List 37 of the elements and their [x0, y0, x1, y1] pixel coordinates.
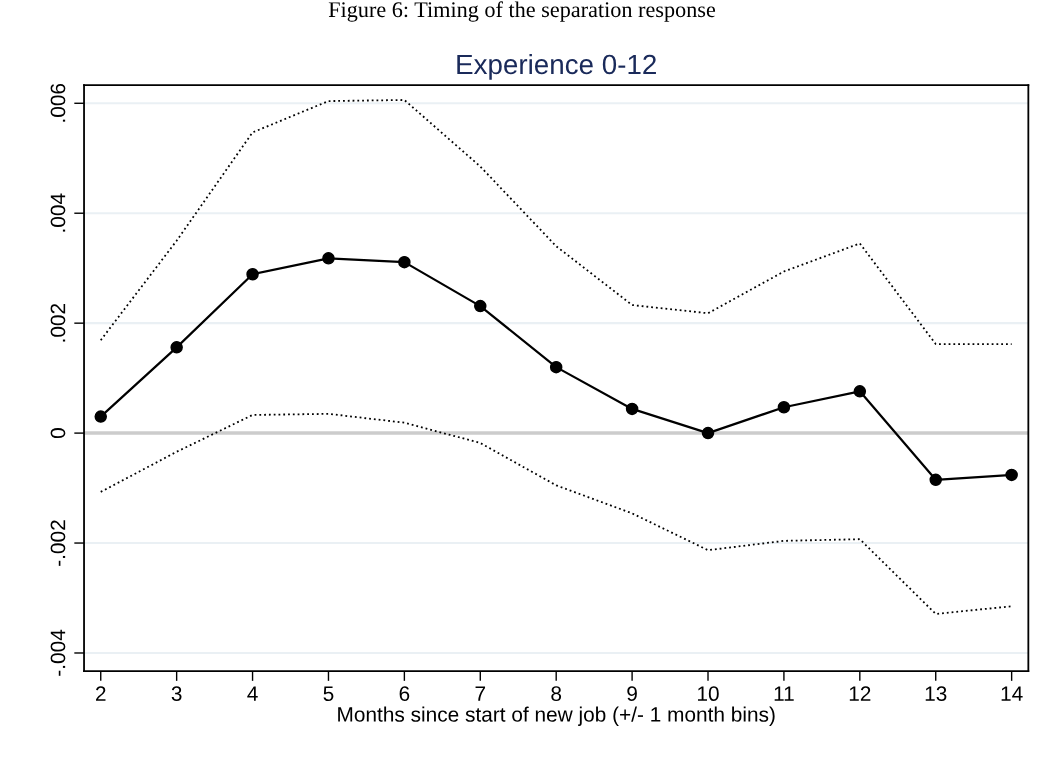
x-tick-label: 7	[475, 686, 486, 701]
x-tick-label: 9	[627, 686, 637, 702]
point	[625, 402, 639, 416]
x-tick-label: 5	[323, 686, 334, 702]
line-series	[99, 412, 1013, 615]
point	[246, 267, 259, 281]
y-tick-label: .006	[50, 83, 66, 122]
x-tick-label: 12	[849, 686, 871, 701]
point	[398, 255, 411, 269]
point	[549, 360, 563, 374]
point	[474, 299, 487, 313]
x-tick-label: 2	[96, 686, 106, 701]
y-tick-label: -.004	[50, 629, 66, 676]
point	[170, 341, 183, 354]
point	[322, 252, 335, 265]
chart-title: Experience 0-12	[457, 53, 656, 80]
y-tick-label: 0	[50, 428, 66, 439]
point	[94, 410, 107, 423]
point	[701, 426, 715, 440]
point	[853, 385, 867, 398]
x-tick-label: 4	[247, 686, 258, 701]
x-tick-label: 10	[698, 686, 719, 702]
line-series	[99, 99, 1013, 345]
x-tick-label: 8	[551, 686, 562, 702]
x-tick-label: 14	[1001, 686, 1023, 701]
y-tick-label: -.002	[50, 520, 66, 566]
caption: Figure 6: Timing of the separation response	[328, 1, 716, 22]
point	[1005, 468, 1018, 482]
x-tick-label: 3	[171, 686, 182, 702]
y-tick-label: .004	[50, 193, 66, 232]
y-tick-label: .002	[50, 303, 66, 342]
x-tick-label: 13	[925, 686, 947, 702]
x-tick-label: 6	[399, 686, 410, 702]
point	[929, 473, 942, 487]
x-tick-label: 11	[774, 686, 794, 701]
x-axis-title: Months since start of new job (+/- 1 month bins)	[338, 706, 775, 726]
point	[777, 401, 791, 414]
